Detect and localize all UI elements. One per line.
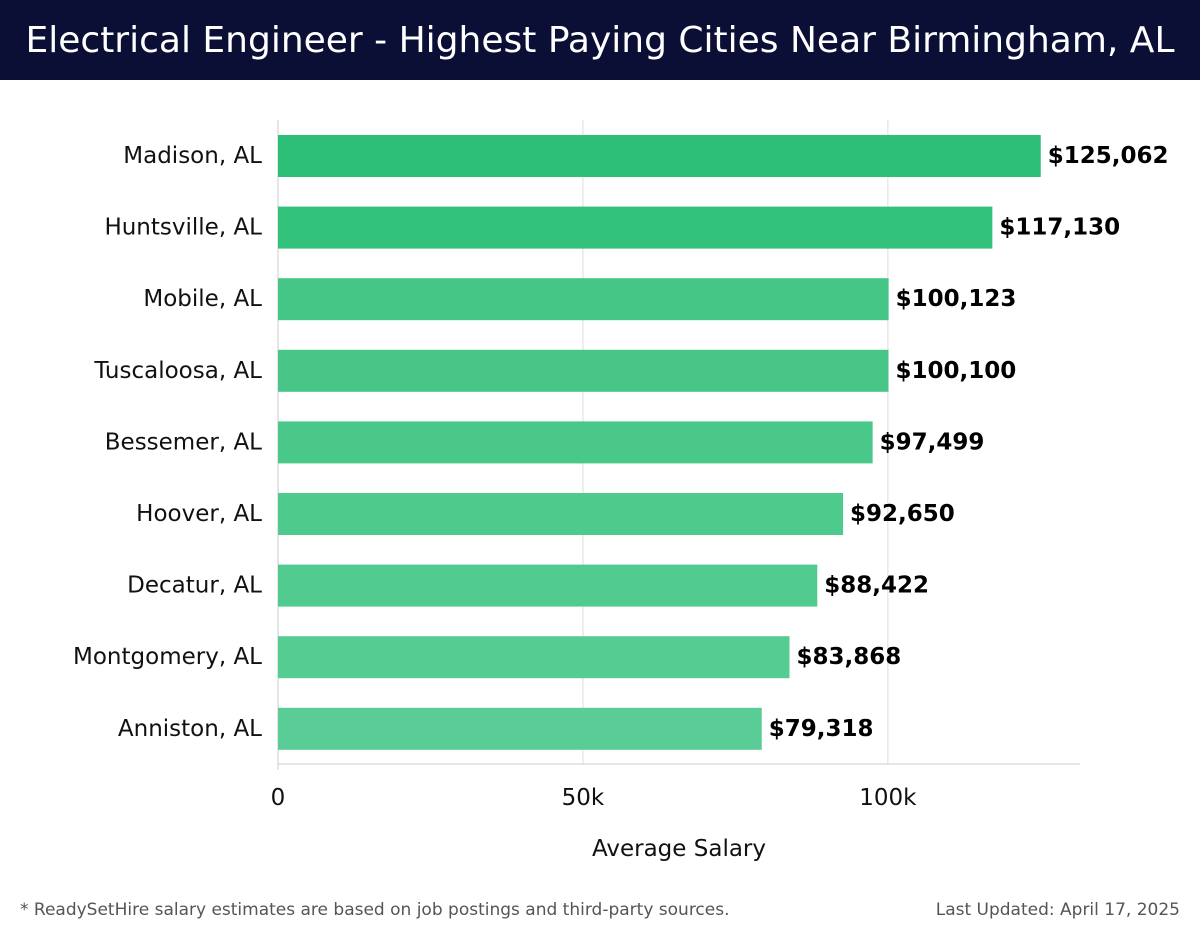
value-label: $125,062 [1048,143,1169,169]
bar-bessemer-al [278,421,873,464]
x-axis-label: Average Salary [592,836,766,862]
value-label: $79,318 [769,716,874,742]
value-label: $100,123 [896,286,1017,312]
category-label: Madison, AL [123,143,262,169]
salary-bar-chart: Madison, AL $125,062 Huntsville, AL $117,13… [73,120,1169,862]
chart-title: Electrical Engineer - Highest Paying Cit… [25,19,1175,61]
bar-hoover-al [278,493,844,535]
category-label: Tuscaloosa, AL [93,358,262,384]
x-tick-label: 50k [562,785,605,811]
category-label: Huntsville, AL [104,215,262,241]
bar-montgomery-al [278,636,790,679]
category-label: Anniston, AL [118,716,262,742]
value-label: $100,100 [895,358,1016,384]
x-tick-label: 100k [859,785,917,811]
bar-huntsville-al [278,206,993,249]
value-label: $117,130 [999,215,1120,241]
value-label: $88,422 [824,573,929,599]
bar-anniston-al [278,707,762,750]
footnote: * ReadySetHire salary estimates are base… [20,900,730,920]
x-tick-label: 0 [271,785,286,811]
category-label: Montgomery, AL [73,644,262,670]
category-label: Mobile, AL [143,286,262,312]
bar-mobile-al [278,278,889,321]
category-label: Hoover, AL [136,501,262,527]
value-label: $97,499 [880,429,985,455]
bar-decatur-al [278,564,818,607]
bar-tuscaloosa-al [278,349,889,392]
category-label: Bessemer, AL [105,429,262,455]
last-updated: Last Updated: April 17, 2025 [935,900,1180,920]
value-label: $83,868 [796,644,901,670]
bar-madison-al [278,135,1041,177]
category-label: Decatur, AL [127,573,262,599]
chart-header: Electrical Engineer - Highest Paying Cit… [0,0,1200,80]
value-label: $92,650 [850,501,955,527]
